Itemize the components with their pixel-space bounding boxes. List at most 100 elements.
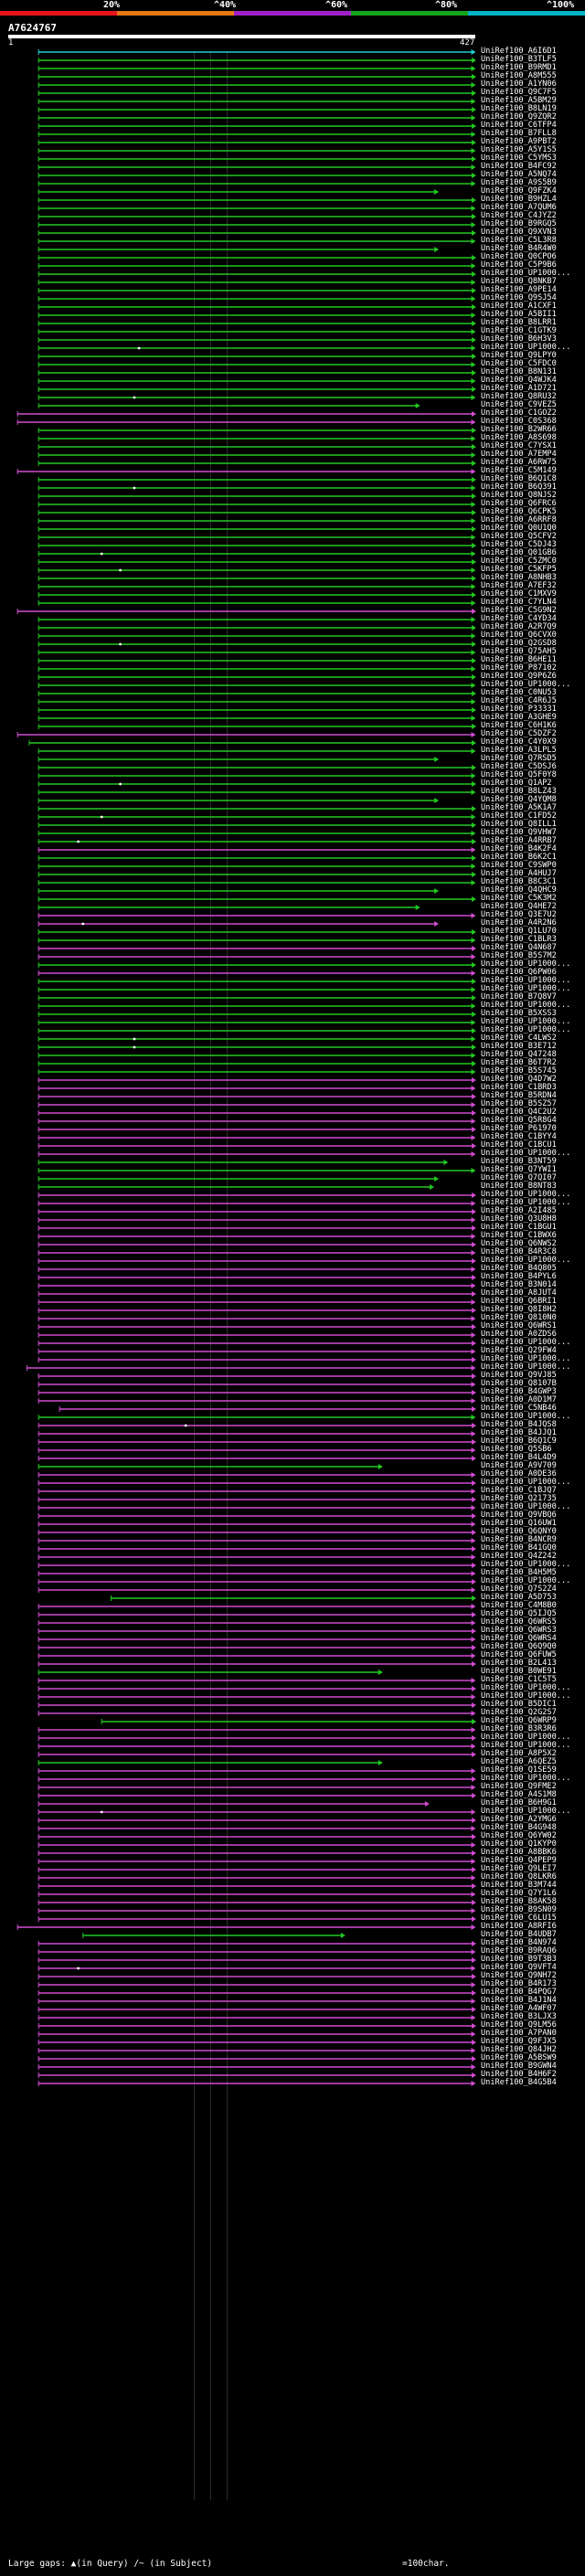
hit-label[interactable]: UniRef100_C9SWP0 bbox=[481, 861, 557, 870]
hit-label[interactable]: UniRef100_Q6CPK5 bbox=[481, 507, 557, 516]
hit-label[interactable]: UniRef100_C5DJ43 bbox=[481, 540, 557, 549]
hit-label[interactable]: UniRef100_Q6PW06 bbox=[481, 968, 557, 977]
hit-label[interactable]: UniRef100_Q3U8H8 bbox=[481, 1214, 557, 1224]
hit-label[interactable]: UniRef100_B6HE11 bbox=[481, 655, 557, 664]
hit-label[interactable]: UniRef100_B6Q1C9 bbox=[481, 1436, 557, 1446]
hit-label[interactable]: UniRef100_B6K2C1 bbox=[481, 853, 557, 862]
hit-label[interactable]: UniRef100_UP1000... bbox=[481, 1149, 571, 1158]
hit-label[interactable]: UniRef100_UP1000... bbox=[481, 1362, 571, 1372]
hit-label[interactable]: UniRef100_C4LWS2 bbox=[481, 1034, 557, 1043]
hit-label[interactable]: UniRef100_B4K2F4 bbox=[481, 844, 557, 853]
hit-label[interactable]: UniRef100_C9VEZ5 bbox=[481, 400, 557, 409]
hit-label[interactable]: UniRef100_Q9ZQR2 bbox=[481, 112, 557, 122]
hit-label[interactable]: UniRef100_Q5IJQ5 bbox=[481, 1609, 557, 1618]
hit-label[interactable]: UniRef100_Q16UW1 bbox=[481, 1519, 557, 1528]
hit-label[interactable]: UniRef100_Q5F0Y8 bbox=[481, 770, 557, 779]
hit-label[interactable]: UniRef100_C1BRD3 bbox=[481, 1083, 557, 1092]
hit-label[interactable]: UniRef100_Q4D7W2 bbox=[481, 1075, 557, 1084]
hit-label[interactable]: UniRef100_B5XSS3 bbox=[481, 1009, 557, 1018]
hit-label[interactable]: UniRef100_UP1000... bbox=[481, 1017, 571, 1026]
hit-label[interactable]: UniRef100_UP1000... bbox=[481, 1025, 571, 1034]
hit-label[interactable]: UniRef100_Q9FZK4 bbox=[481, 186, 557, 196]
hit-label[interactable]: UniRef100_Q9FME2 bbox=[481, 1782, 557, 1791]
hit-label[interactable]: UniRef100_B8N131 bbox=[481, 367, 557, 376]
hit-label[interactable]: UniRef100_UP1000... bbox=[481, 269, 571, 278]
hit-label[interactable]: UniRef100_UP1000... bbox=[481, 976, 571, 985]
hit-label[interactable]: UniRef100_B9RGQ5 bbox=[481, 219, 557, 228]
hit-label[interactable]: UniRef100_Q9LPY0 bbox=[481, 351, 557, 360]
hit-label[interactable]: UniRef100_C5KFP5 bbox=[481, 565, 557, 574]
hit-label[interactable]: UniRef100_B4L4D9 bbox=[481, 1453, 557, 1462]
hit-label[interactable]: UniRef100_C5K3M2 bbox=[481, 894, 557, 903]
hit-label[interactable]: UniRef100_B4G948 bbox=[481, 1823, 557, 1832]
hit-label[interactable]: UniRef100_Q47248 bbox=[481, 1050, 557, 1059]
hit-label[interactable]: UniRef100_B4G5B4 bbox=[481, 2078, 557, 2087]
hit-label[interactable]: UniRef100_A5BSW9 bbox=[481, 2053, 557, 2062]
hit-label[interactable]: UniRef100_C6LU15 bbox=[481, 1913, 557, 1923]
hit-label[interactable]: UniRef100_Q9LM56 bbox=[481, 2020, 557, 2030]
hit-label[interactable]: UniRef100_A4S1M8 bbox=[481, 1790, 557, 1799]
hit-label[interactable]: UniRef100_C4R6J5 bbox=[481, 696, 557, 705]
hit-label[interactable]: UniRef100_Q5CFV2 bbox=[481, 532, 557, 541]
hit-label[interactable]: UniRef100_P61970 bbox=[481, 1124, 557, 1133]
hit-label[interactable]: UniRef100_C1BGU1 bbox=[481, 1223, 557, 1232]
hit-label[interactable]: UniRef100_Q4QHC9 bbox=[481, 885, 557, 895]
hit-label[interactable]: UniRef100_A8NHB3 bbox=[481, 573, 557, 582]
hit-label[interactable]: UniRef100_C4M8B0 bbox=[481, 1601, 557, 1610]
hit-label[interactable]: UniRef100_Q9VFT4 bbox=[481, 1963, 557, 1972]
hit-label[interactable]: UniRef100_A6RRF8 bbox=[481, 515, 557, 525]
hit-label[interactable]: UniRef100_Q8I8H2 bbox=[481, 1305, 557, 1314]
hit-label[interactable]: UniRef100_B4PQG7 bbox=[481, 1988, 557, 1997]
hit-label[interactable]: UniRef100_B9RAQ6 bbox=[481, 1946, 557, 1956]
hit-label[interactable]: UniRef100_Q6FUW5 bbox=[481, 1650, 557, 1659]
hit-label[interactable]: UniRef100_UP1000... bbox=[481, 680, 571, 689]
hit-label[interactable]: UniRef100_Q2GSD8 bbox=[481, 639, 557, 648]
hit-label[interactable]: UniRef100_Q2G2S7 bbox=[481, 1708, 557, 1717]
hit-label[interactable]: UniRef100_Q9VJ85 bbox=[481, 1371, 557, 1380]
hit-label[interactable]: UniRef100_Q4Z242 bbox=[481, 1552, 557, 1561]
hit-label[interactable]: UniRef100_UP1000... bbox=[481, 1256, 571, 1265]
hit-label[interactable]: UniRef100_B4H5M5 bbox=[481, 1568, 557, 1577]
hit-label[interactable]: UniRef100_Q4WJK4 bbox=[481, 376, 557, 385]
hit-label[interactable]: UniRef100_A5Y1S5 bbox=[481, 145, 557, 154]
hit-label[interactable]: UniRef100_C4YD34 bbox=[481, 614, 557, 623]
hit-label[interactable]: UniRef100_UP1000... bbox=[481, 1502, 571, 1511]
hit-label[interactable]: UniRef100_Q9VBQ6 bbox=[481, 1511, 557, 1520]
hit-label[interactable]: UniRef100_B5S7M2 bbox=[481, 951, 557, 960]
hit-label[interactable]: UniRef100_UP1000... bbox=[481, 1691, 571, 1701]
hit-label[interactable]: UniRef100_Q6WRS4 bbox=[481, 1634, 557, 1643]
hit-label[interactable]: UniRef100_UP1000... bbox=[481, 1774, 571, 1783]
hit-label[interactable]: UniRef100_A9PE14 bbox=[481, 285, 557, 294]
hit-label[interactable]: UniRef100_Q1KYP0 bbox=[481, 1839, 557, 1849]
hit-label[interactable]: UniRef100_Q9SJ54 bbox=[481, 293, 557, 302]
hit-label[interactable]: UniRef100_Q1SE59 bbox=[481, 1765, 557, 1775]
hit-label[interactable]: UniRef100_C1FD52 bbox=[481, 811, 557, 821]
hit-label[interactable]: UniRef100_C1GTK9 bbox=[481, 326, 557, 335]
hit-label[interactable]: UniRef100_Q75AH5 bbox=[481, 647, 557, 656]
hit-label[interactable]: UniRef100_B6H9G1 bbox=[481, 1798, 557, 1807]
hit-label[interactable]: UniRef100_C1BLR3 bbox=[481, 935, 557, 944]
hit-label[interactable]: UniRef100_A5BM29 bbox=[481, 96, 557, 105]
hit-label[interactable]: UniRef100_A6I6D1 bbox=[481, 47, 557, 56]
hit-label[interactable]: UniRef100_B4JJQ1 bbox=[481, 1428, 557, 1437]
hit-label[interactable]: UniRef100_A1CXF1 bbox=[481, 302, 557, 311]
hit-label[interactable]: UniRef100_B6H3V3 bbox=[481, 334, 557, 344]
hit-label[interactable]: UniRef100_B7Q8V7 bbox=[481, 992, 557, 1002]
hit-label[interactable]: UniRef100_B3LJX3 bbox=[481, 2012, 557, 2021]
hit-label[interactable]: UniRef100_C6TFP4 bbox=[481, 121, 557, 130]
hit-label[interactable]: UniRef100_B4NCR9 bbox=[481, 1535, 557, 1544]
hit-label[interactable]: UniRef100_UP1000... bbox=[481, 1560, 571, 1569]
hit-label[interactable]: UniRef100_B8NT83 bbox=[481, 1182, 557, 1191]
hit-label[interactable]: UniRef100_Q4HE72 bbox=[481, 902, 557, 911]
hit-label[interactable]: UniRef100_UP1000... bbox=[481, 1190, 571, 1199]
hit-label[interactable]: UniRef100_A8S698 bbox=[481, 433, 557, 442]
hit-label[interactable]: UniRef100_UP1000... bbox=[481, 1576, 571, 1585]
hit-label[interactable]: UniRef100_Q84JH2 bbox=[481, 2045, 557, 2054]
hit-label[interactable]: UniRef100_A1D721 bbox=[481, 384, 557, 393]
hit-label[interactable]: UniRef100_Q7RSD5 bbox=[481, 754, 557, 763]
hit-label[interactable]: UniRef100_B9RMD1 bbox=[481, 63, 557, 72]
hit-label[interactable]: UniRef100_Q7S2Z4 bbox=[481, 1585, 557, 1594]
hit-label[interactable]: UniRef100_A7EF32 bbox=[481, 581, 557, 590]
hit-label[interactable]: UniRef100_A9S5B9 bbox=[481, 178, 557, 187]
hit-label[interactable]: UniRef100_Q5R8G4 bbox=[481, 1116, 557, 1125]
